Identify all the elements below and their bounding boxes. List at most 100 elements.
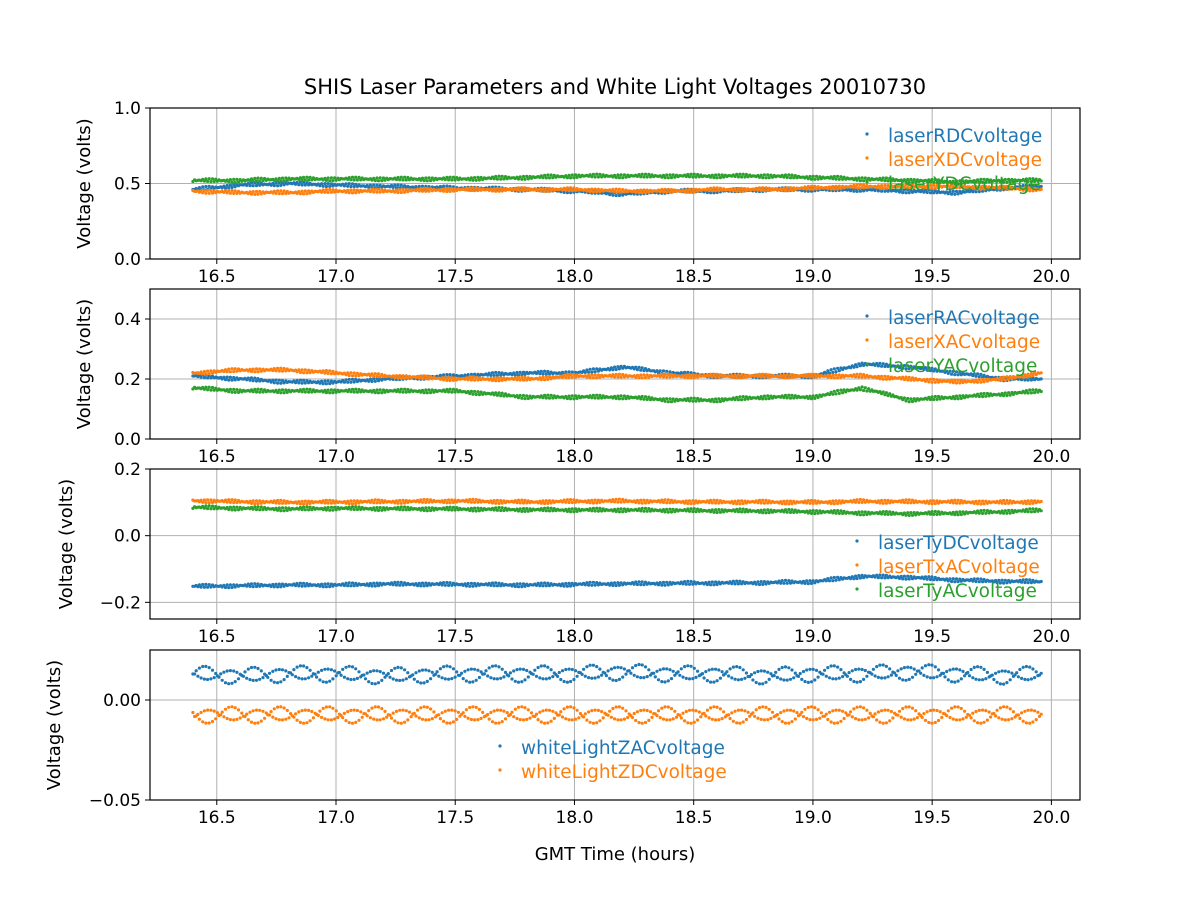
data-point [404, 178, 408, 182]
data-point [912, 510, 916, 515]
data-point [622, 173, 627, 177]
data-point [521, 378, 526, 382]
data-point [282, 179, 286, 183]
data-point [709, 372, 713, 376]
data-point [731, 579, 736, 583]
data-point [790, 508, 794, 512]
data-point [567, 507, 571, 511]
data-point [925, 184, 929, 188]
data-point [570, 375, 574, 379]
data-point [590, 498, 594, 502]
data-point [785, 186, 789, 190]
data-point [370, 372, 374, 376]
data-point [948, 577, 952, 581]
data-point [445, 505, 449, 509]
data-point [378, 375, 382, 379]
data-point [370, 584, 374, 588]
data-point [904, 577, 908, 581]
data-point [321, 369, 325, 373]
data-point [788, 186, 793, 190]
data-point [209, 677, 213, 681]
data-point [523, 177, 527, 181]
data-point [474, 498, 478, 502]
data-point [572, 176, 576, 180]
data-point [305, 502, 309, 506]
data-point [808, 509, 812, 513]
data-point [1000, 378, 1004, 382]
data-point [394, 186, 399, 190]
data-point [637, 191, 641, 195]
data-point [617, 367, 622, 371]
data-point [787, 173, 791, 177]
data-point [305, 387, 309, 391]
data-point [232, 370, 236, 374]
data-point [346, 188, 350, 192]
data-point [642, 509, 646, 513]
data-point [1024, 177, 1028, 181]
data-point [809, 511, 814, 515]
data-point [731, 375, 736, 379]
data-point [806, 499, 810, 503]
data-point [344, 581, 348, 585]
data-point [583, 370, 587, 374]
data-point [570, 370, 574, 374]
data-point [888, 176, 892, 180]
data-point [640, 191, 644, 195]
data-point [378, 190, 382, 194]
data-point [976, 372, 980, 376]
data-point [590, 583, 594, 587]
data-point [634, 580, 638, 584]
data-point [808, 394, 812, 398]
data-point [928, 397, 933, 402]
data-point [279, 498, 283, 502]
data-point [637, 365, 641, 369]
data-point [761, 186, 765, 190]
data-point [1028, 388, 1032, 392]
data-point [565, 584, 570, 588]
axes-frame [149, 107, 1081, 260]
data-point [736, 175, 741, 179]
x-tick-label: 18.0 [556, 627, 594, 647]
data-point [243, 670, 247, 674]
data-point [375, 501, 379, 505]
data-point [1008, 180, 1012, 184]
data-point [228, 370, 232, 374]
data-point [1024, 189, 1028, 193]
data-point [201, 191, 205, 195]
data-point [518, 189, 522, 193]
data-point [276, 390, 280, 395]
data-point [591, 190, 596, 194]
data-point [614, 509, 618, 514]
x-tick-label: 17.5 [436, 808, 474, 828]
data-point [518, 501, 522, 505]
data-point [595, 393, 599, 397]
data-point [396, 501, 400, 505]
data-point [520, 509, 524, 513]
data-point [539, 581, 543, 585]
data-point [474, 186, 478, 190]
data-point [878, 377, 882, 381]
data-point [1000, 509, 1004, 513]
data-point [687, 499, 692, 503]
data-point [326, 379, 330, 383]
data-point [909, 574, 913, 579]
data-point [220, 678, 224, 682]
data-point [448, 184, 452, 188]
data-point [932, 183, 936, 187]
data-point [954, 501, 959, 505]
data-point [974, 190, 978, 194]
data-point [959, 499, 963, 503]
data-point [619, 190, 623, 194]
data-point [948, 189, 952, 194]
data-point [271, 582, 275, 587]
data-point [661, 375, 666, 379]
data-point [790, 375, 794, 379]
data-point [953, 192, 957, 196]
data-point [321, 499, 325, 503]
data-point [249, 582, 254, 586]
data-point [663, 583, 667, 587]
data-point [910, 399, 915, 404]
data-point [715, 582, 719, 587]
data-point [930, 366, 934, 370]
data-point [424, 506, 428, 510]
